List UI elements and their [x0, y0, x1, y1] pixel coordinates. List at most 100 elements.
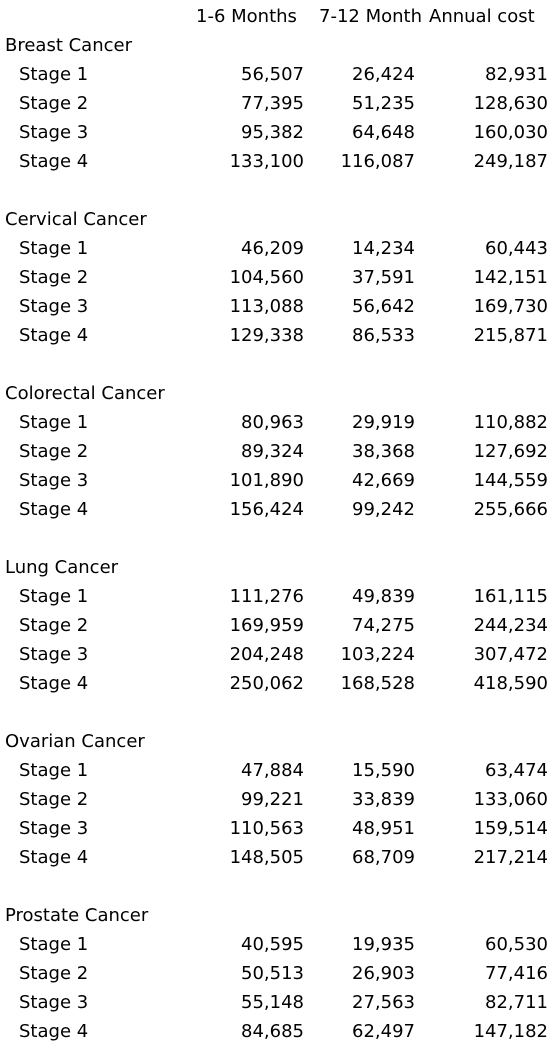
cost-7-12-month: 38,368 [352, 441, 415, 462]
table-row: Stage 4 156,424 99,242 255,666 [0, 495, 559, 524]
cost-7-12-month: 48,951 [352, 818, 415, 839]
annual-cost: 63,474 [485, 760, 548, 781]
cost-1-6-months: 129,338 [229, 325, 304, 346]
cost-7-12-month: 42,669 [352, 470, 415, 491]
group-title-row: Prostate Cancer [0, 901, 559, 930]
stage-label: Stage 4 [19, 1021, 89, 1042]
stage-label: Stage 3 [19, 296, 89, 317]
table-row: Stage 3 113,088 56,642 169,730 [0, 292, 559, 321]
annual-cost: 161,115 [473, 586, 548, 607]
cost-1-6-months: 111,276 [229, 586, 304, 607]
cost-7-12-month: 19,935 [352, 934, 415, 955]
cost-7-12-month: 68,709 [352, 847, 415, 868]
table-row: Stage 2 104,560 37,591 142,151 [0, 263, 559, 292]
cost-1-6-months: 156,424 [229, 499, 304, 520]
cost-1-6-months: 113,088 [229, 296, 304, 317]
stage-label: Stage 1 [19, 760, 89, 781]
cost-1-6-months: 55,148 [241, 992, 304, 1013]
table-row: Stage 3 110,563 48,951 159,514 [0, 814, 559, 843]
cost-1-6-months: 80,963 [241, 412, 304, 433]
annual-cost: 255,666 [473, 499, 548, 520]
stage-label: Stage 2 [19, 963, 89, 984]
table-row: Stage 3 95,382 64,648 160,030 [0, 118, 559, 147]
stage-label: Stage 1 [19, 238, 89, 259]
cost-1-6-months: 110,563 [229, 818, 304, 839]
group-title-row: Ovarian Cancer [0, 727, 559, 756]
stage-label: Stage 4 [19, 499, 89, 520]
stage-label: Stage 3 [19, 644, 89, 665]
table-row: Stage 3 204,248 103,224 307,472 [0, 640, 559, 669]
cost-7-12-month: 103,224 [340, 644, 415, 665]
annual-cost: 307,472 [473, 644, 548, 665]
table-row: Stage 1 111,276 49,839 161,115 [0, 582, 559, 611]
table-row: Stage 4 129,338 86,533 215,871 [0, 321, 559, 350]
cost-7-12-month: 74,275 [352, 615, 415, 636]
cost-7-12-month: 27,563 [352, 992, 415, 1013]
stage-label: Stage 2 [19, 93, 89, 114]
cost-7-12-month: 99,242 [352, 499, 415, 520]
cost-1-6-months: 101,890 [229, 470, 304, 491]
cost-7-12-month: 37,591 [352, 267, 415, 288]
annual-cost: 217,214 [473, 847, 548, 868]
cost-7-12-month: 116,087 [340, 151, 415, 172]
annual-cost: 159,514 [473, 818, 548, 839]
annual-cost: 244,234 [473, 615, 548, 636]
header-row: 1-6 Months 7-12 Month Annual cost [0, 2, 559, 31]
table-row: Stage 4 133,100 116,087 249,187 [0, 147, 559, 176]
header-7-12-month: 7-12 Month [319, 6, 422, 27]
table-row: Stage 2 169,959 74,275 244,234 [0, 611, 559, 640]
cost-1-6-months: 56,507 [241, 64, 304, 85]
annual-cost: 160,030 [473, 122, 548, 143]
table-row: Stage 1 56,507 26,424 82,931 [0, 60, 559, 89]
cost-1-6-months: 104,560 [229, 267, 304, 288]
annual-cost: 169,730 [473, 296, 548, 317]
annual-cost: 127,692 [473, 441, 548, 462]
cost-7-12-month: 51,235 [352, 93, 415, 114]
cost-1-6-months: 89,324 [241, 441, 304, 462]
annual-cost: 82,931 [485, 64, 548, 85]
cost-1-6-months: 169,959 [229, 615, 304, 636]
stage-label: Stage 3 [19, 470, 89, 491]
cost-1-6-months: 40,595 [241, 934, 304, 955]
cancer-type-title: Lung Cancer [5, 557, 119, 578]
stage-label: Stage 1 [19, 64, 89, 85]
annual-cost: 110,882 [473, 412, 548, 433]
table-row: Stage 1 80,963 29,919 110,882 [0, 408, 559, 437]
table-row: Stage 4 148,505 68,709 217,214 [0, 843, 559, 872]
table-row: Stage 2 89,324 38,368 127,692 [0, 437, 559, 466]
cost-1-6-months: 46,209 [241, 238, 304, 259]
cost-7-12-month: 29,919 [352, 412, 415, 433]
stage-label: Stage 2 [19, 615, 89, 636]
cancer-type-title: Colorectal Cancer [5, 383, 165, 404]
table-row: Stage 4 84,685 62,497 147,182 [0, 1017, 559, 1046]
cost-1-6-months: 250,062 [229, 673, 304, 694]
stage-label: Stage 4 [19, 847, 89, 868]
cost-1-6-months: 84,685 [241, 1021, 304, 1042]
cost-7-12-month: 168,528 [340, 673, 415, 694]
stage-label: Stage 2 [19, 441, 89, 462]
cost-1-6-months: 99,221 [241, 789, 304, 810]
stage-label: Stage 4 [19, 673, 89, 694]
cost-7-12-month: 33,839 [352, 789, 415, 810]
cancer-type-title: Ovarian Cancer [5, 731, 145, 752]
stage-label: Stage 4 [19, 151, 89, 172]
cost-1-6-months: 47,884 [241, 760, 304, 781]
stage-label: Stage 1 [19, 934, 89, 955]
annual-cost: 77,416 [485, 963, 548, 984]
group-title-row: Lung Cancer [0, 553, 559, 582]
cost-7-12-month: 14,234 [352, 238, 415, 259]
header-1-6-months: 1-6 Months [196, 6, 297, 27]
annual-cost: 418,590 [473, 673, 548, 694]
annual-cost: 60,443 [485, 238, 548, 259]
cost-7-12-month: 26,903 [352, 963, 415, 984]
table-row: Stage 2 99,221 33,839 133,060 [0, 785, 559, 814]
annual-cost: 133,060 [473, 789, 548, 810]
annual-cost: 142,151 [473, 267, 548, 288]
cost-7-12-month: 26,424 [352, 64, 415, 85]
cancer-type-title: Cervical Cancer [5, 209, 147, 230]
stage-label: Stage 3 [19, 122, 89, 143]
annual-cost: 215,871 [473, 325, 548, 346]
group-title-row: Colorectal Cancer [0, 379, 559, 408]
cancer-type-title: Breast Cancer [5, 35, 132, 56]
